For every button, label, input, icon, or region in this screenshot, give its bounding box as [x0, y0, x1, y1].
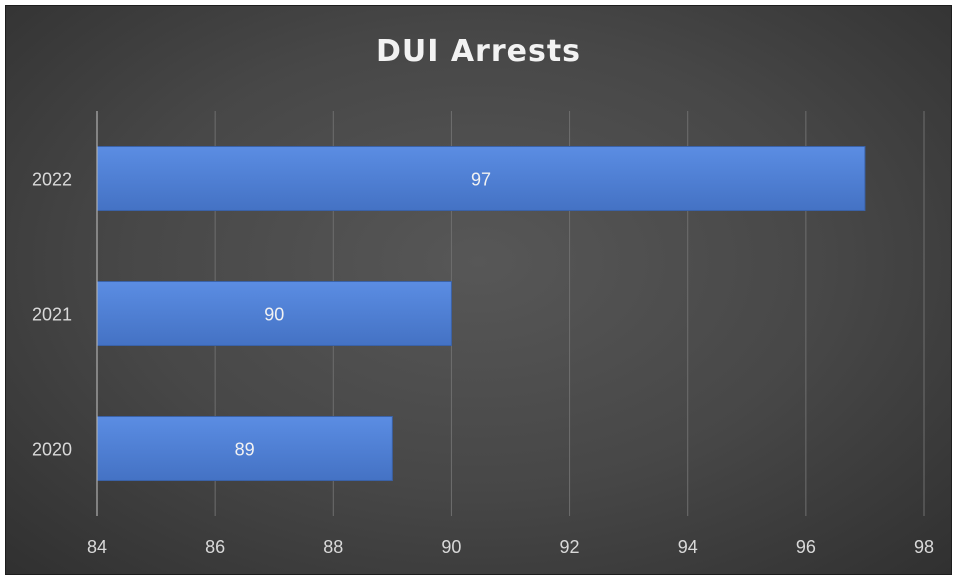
x-tick-label-90: 90 [441, 537, 461, 557]
x-tick-label-98: 98 [914, 537, 934, 557]
x-tick-label-86: 86 [205, 537, 225, 557]
x-tick-label-94: 94 [678, 537, 698, 557]
bars: 97 90 89 [96, 146, 866, 481]
x-tick-label-88: 88 [323, 537, 343, 557]
bar-2022 [96, 146, 866, 211]
x-tick-label-84: 84 [87, 537, 107, 557]
x-tick-label-92: 92 [560, 537, 580, 557]
axes: 84 86 88 90 92 94 96 98 2022 2021 2020 [32, 111, 934, 557]
chart-area: DUI Arrests 97 90 89 84 86 88 90 92 94 96 98 2022 2… [5, 5, 952, 575]
data-label-2020: 89 [235, 440, 255, 460]
x-tick-label-96: 96 [796, 537, 816, 557]
chart-title: DUI Arrests [375, 34, 582, 69]
y-tick-label-2020: 2020 [32, 440, 72, 460]
data-label-2022: 97 [471, 170, 491, 190]
data-label-2021: 90 [264, 305, 284, 325]
plot-area: 97 90 89 84 86 88 90 92 94 96 98 2022 2021 2020 [32, 111, 934, 557]
y-tick-label-2022: 2022 [32, 170, 72, 190]
y-tick-label-2021: 2021 [32, 305, 72, 325]
